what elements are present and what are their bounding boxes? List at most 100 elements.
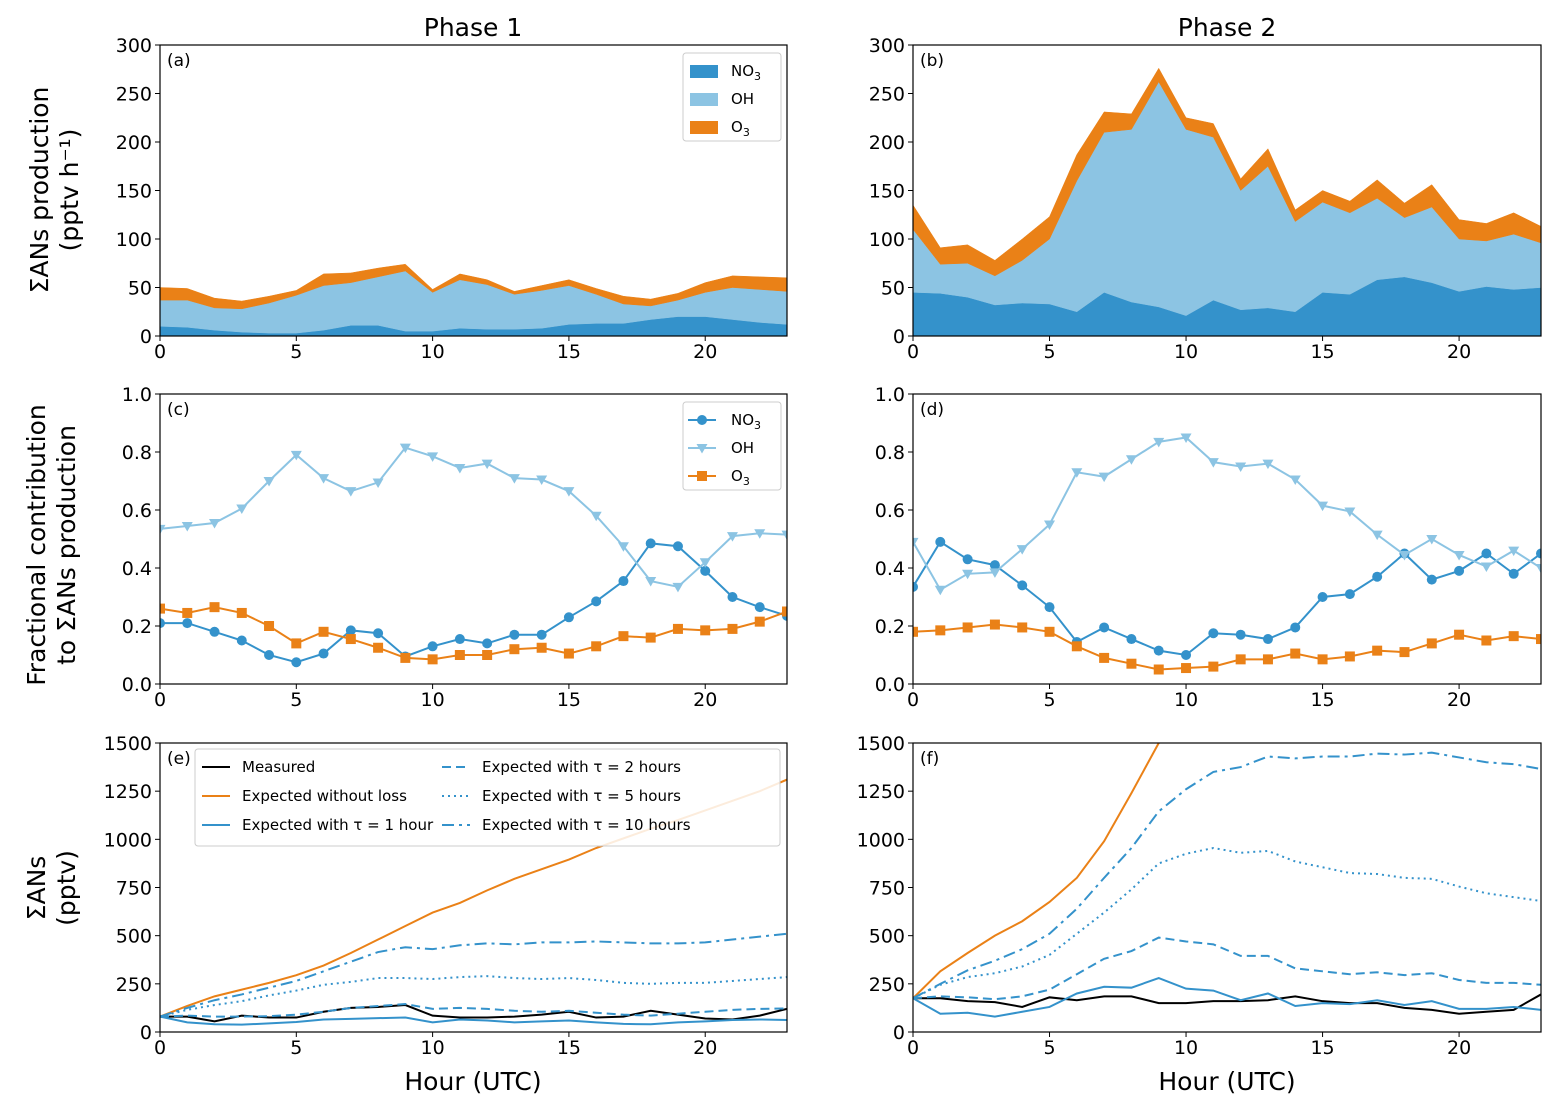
marker-oh bbox=[1480, 562, 1492, 573]
ytick-label: 1.0 bbox=[122, 384, 152, 406]
legend-c: NO3 OH O3 bbox=[682, 401, 782, 491]
ytick-label: 500 bbox=[116, 926, 152, 948]
marker-oh bbox=[1071, 468, 1083, 478]
panel-label-e: (e) bbox=[167, 749, 191, 769]
marker-o3 bbox=[1426, 638, 1437, 649]
marker-oh bbox=[699, 558, 711, 568]
marker-no3 bbox=[563, 612, 574, 623]
marker-o3 bbox=[1399, 647, 1410, 658]
marker-no3 bbox=[427, 641, 438, 652]
xtick-label: 20 bbox=[1447, 1037, 1471, 1059]
marker-oh bbox=[726, 532, 738, 542]
ytick-label: 200 bbox=[869, 132, 905, 154]
marker-oh bbox=[290, 450, 302, 461]
ytick-label: 1000 bbox=[104, 829, 152, 851]
marker-oh bbox=[399, 443, 411, 454]
marker-oh bbox=[590, 511, 602, 522]
ytick-label: 1.0 bbox=[875, 384, 905, 406]
ytick-label: 250 bbox=[869, 974, 905, 996]
marker-oh bbox=[372, 478, 384, 488]
panel-label-f: (f) bbox=[920, 749, 939, 769]
marker-no3 bbox=[1044, 602, 1055, 613]
xtick-label: 0 bbox=[907, 689, 919, 711]
marker-no3 bbox=[1099, 622, 1110, 633]
legend-swatch-no3 bbox=[690, 65, 718, 78]
xtick-label: 0 bbox=[154, 689, 166, 711]
marker-no3 bbox=[913, 581, 918, 592]
ytick-label: 0.2 bbox=[122, 616, 152, 638]
ytick-label: 300 bbox=[869, 35, 905, 57]
marker-oh bbox=[962, 569, 974, 580]
marker-o3 bbox=[345, 634, 356, 645]
axes-frame-f bbox=[912, 742, 1542, 1033]
marker-no3 bbox=[182, 618, 193, 629]
ytick-label: 1250 bbox=[857, 781, 905, 803]
row1-ylabel: ΣANs production (pptv h⁻¹) bbox=[25, 87, 84, 294]
marker-o3 bbox=[618, 631, 629, 642]
marker-oh bbox=[508, 474, 520, 484]
xlabel-right: Hour (UTC) bbox=[1158, 1067, 1295, 1096]
panel-f: 0 5 10 15 20 0 250 500 750 1000 1250 1500 (f) bbox=[857, 733, 1542, 1059]
ytick-label: 0.0 bbox=[122, 674, 152, 696]
marker-o3 bbox=[1536, 634, 1541, 645]
ytick-label: 0 bbox=[893, 1022, 905, 1044]
xtick-label: 20 bbox=[1447, 689, 1471, 711]
xtick-label: 10 bbox=[1174, 689, 1198, 711]
marker-o3 bbox=[1317, 654, 1328, 665]
marker-no3 bbox=[962, 554, 973, 565]
legend-label-expected-with-10-hours: Expected with τ = 10 hours bbox=[482, 816, 691, 834]
marker-o3 bbox=[454, 650, 465, 660]
legend-label-o3: O3 bbox=[731, 467, 750, 488]
marker-no3 bbox=[989, 560, 1000, 571]
xtick-label: 0 bbox=[907, 341, 919, 363]
ytick-label: 250 bbox=[116, 974, 152, 996]
marker-o3 bbox=[509, 644, 520, 655]
line-oh bbox=[160, 446, 787, 588]
line-expected-with-2-hours bbox=[160, 1003, 787, 1018]
marker-o3 bbox=[727, 623, 738, 634]
line-measured bbox=[913, 993, 1541, 1015]
panel-label-d: (d) bbox=[920, 400, 944, 420]
ytick-label: 150 bbox=[869, 181, 905, 203]
ytick-label: 1000 bbox=[857, 829, 905, 851]
marker-no3 bbox=[1481, 548, 1492, 559]
line-expected-without-loss bbox=[913, 743, 1160, 999]
marker-o3 bbox=[563, 648, 574, 659]
marker-oh bbox=[617, 542, 629, 552]
marker-o3 bbox=[1235, 654, 1246, 665]
marker-o3 bbox=[160, 603, 165, 614]
marker-no3 bbox=[209, 626, 220, 637]
area-o3 bbox=[913, 67, 1541, 277]
xtick-label: 15 bbox=[557, 689, 581, 711]
xtick-label: 10 bbox=[421, 689, 445, 711]
marker-no3 bbox=[1344, 589, 1355, 600]
marker-o3 bbox=[373, 642, 384, 653]
xtick-label: 15 bbox=[1310, 1037, 1334, 1059]
marker-no3 bbox=[373, 628, 384, 639]
plot-area-d bbox=[913, 433, 1541, 675]
xtick-label: 5 bbox=[290, 341, 302, 363]
xtick-label: 10 bbox=[421, 1037, 445, 1059]
marker-oh bbox=[1125, 455, 1137, 465]
xtick-label: 0 bbox=[907, 1037, 919, 1059]
marker-oh bbox=[236, 504, 248, 515]
xlabel-left: Hour (UTC) bbox=[404, 1067, 541, 1096]
marker-o3 bbox=[1372, 645, 1383, 656]
marker-o3 bbox=[1290, 648, 1301, 659]
panel-label-c: (c) bbox=[167, 400, 190, 420]
marker-o3 bbox=[1481, 635, 1492, 646]
ytick-label: 0.2 bbox=[875, 616, 905, 638]
marker-no3 bbox=[935, 536, 946, 547]
marker-oh bbox=[1508, 546, 1520, 557]
marker-oh bbox=[1098, 472, 1110, 483]
marker-o3 bbox=[1344, 651, 1355, 662]
row3-ylabel: ΣANs (pptv) bbox=[22, 850, 81, 926]
plot-area-a bbox=[160, 263, 787, 336]
marker-oh bbox=[1180, 433, 1192, 443]
xtick-label: 10 bbox=[1174, 341, 1198, 363]
ytick-label: 750 bbox=[869, 878, 905, 900]
legend-label-oh: OH bbox=[731, 90, 754, 108]
xtick-label: 5 bbox=[1043, 1037, 1055, 1059]
ytick-label: 0.0 bbox=[875, 674, 905, 696]
